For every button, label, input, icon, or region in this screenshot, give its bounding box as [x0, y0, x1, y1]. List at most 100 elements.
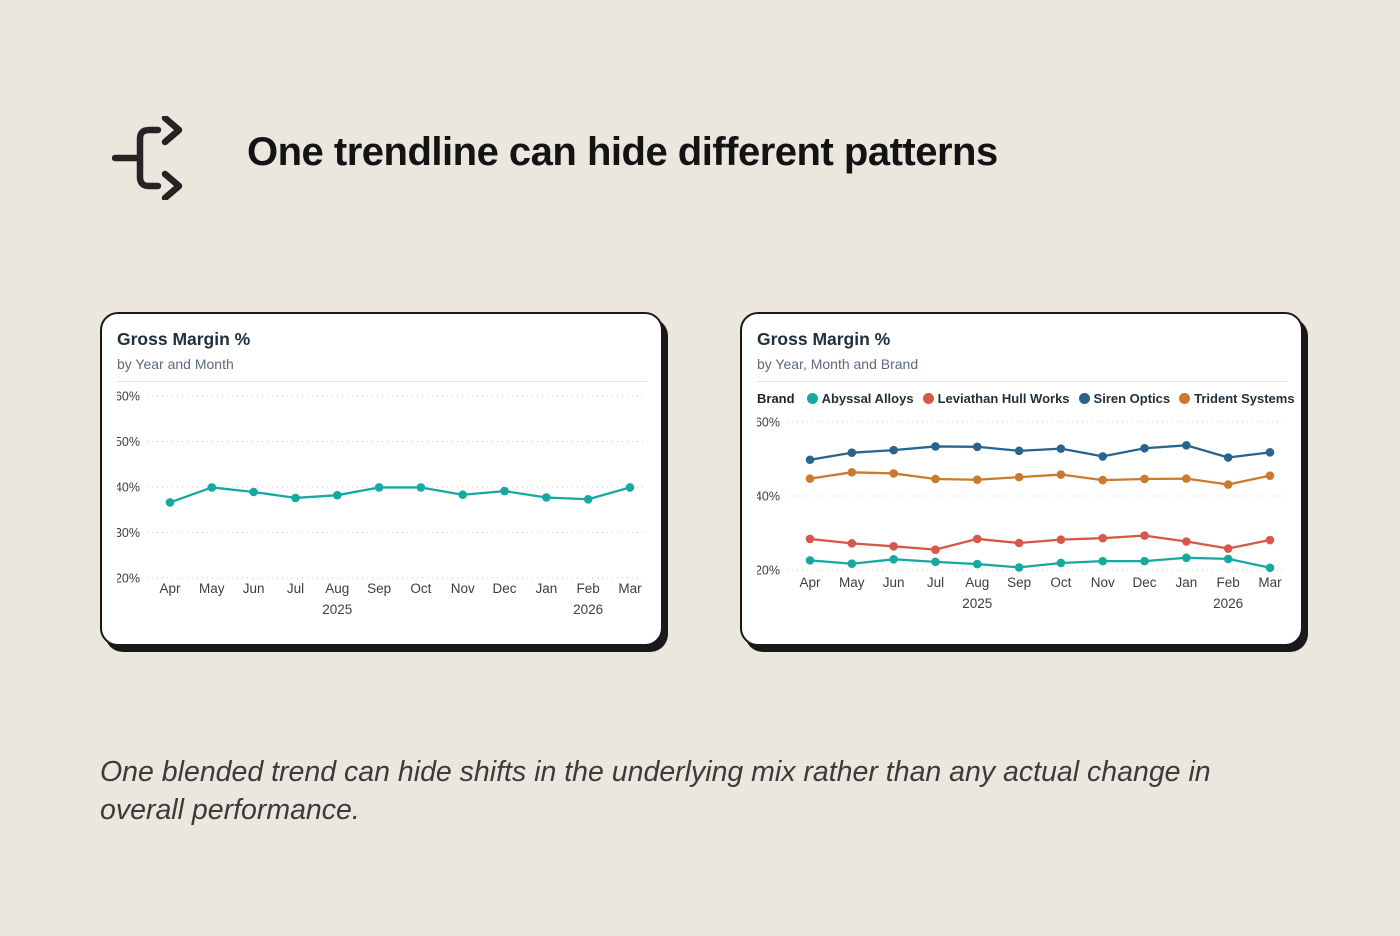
x-tick-label: Aug [325, 581, 349, 596]
y-tick-label: 60% [757, 416, 780, 430]
data-point-marker [972, 534, 982, 544]
data-point-marker [1140, 443, 1149, 453]
x-tick-label: Dec [493, 581, 517, 596]
split-arrows-icon [112, 116, 183, 200]
data-point-marker [542, 493, 551, 502]
data-point-marker [1056, 535, 1066, 544]
data-point-marker [374, 483, 384, 492]
header: One trendline can hide different pattern… [0, 0, 1400, 230]
data-point-marker [1182, 441, 1191, 450]
legend-swatch [1179, 392, 1191, 404]
data-point-marker [1223, 453, 1233, 462]
x-tick-label: Oct [410, 581, 431, 596]
data-point-marker [1056, 558, 1066, 568]
legend-swatch [806, 392, 818, 404]
chart-card-blended: Gross Margin % by Year and Month 60% 50% 4… [100, 312, 663, 646]
series-line [168, 486, 632, 504]
series-line [808, 444, 1272, 461]
x-tick-label: Jun [883, 575, 905, 590]
data-point-marker [1140, 556, 1149, 566]
x-tick-label: Feb [577, 581, 600, 596]
data-point-marker [889, 542, 898, 551]
legend-label: Leviathan Hull Works [937, 390, 1070, 406]
legend-label: Abyssal Alloys [821, 390, 914, 406]
data-point-marker [1223, 480, 1233, 489]
x-tick-label: Nov [1091, 575, 1115, 590]
y-tick-label: 40% [757, 490, 780, 504]
y-tick-label: 20% [117, 572, 140, 586]
card-title: Gross Margin % [117, 329, 251, 349]
data-point-marker [583, 494, 593, 504]
legend-title: Brand [757, 390, 795, 406]
data-point-marker [847, 539, 857, 548]
card-title: Gross Margin % [757, 329, 891, 349]
x-tick-label: Jan [1175, 575, 1197, 590]
data-point-marker [1182, 553, 1191, 563]
data-point-marker [972, 559, 982, 569]
x-tick-label: Dec [1133, 575, 1157, 590]
data-point-marker [1098, 475, 1108, 485]
x-tick-label: Sep [367, 581, 391, 596]
data-point-marker [1265, 563, 1275, 573]
data-point-marker [972, 442, 982, 452]
data-point-marker [1265, 448, 1275, 457]
legend-item: Trident Systems [1179, 390, 1295, 406]
data-point-marker [805, 455, 815, 465]
x-tick-label: Jun [243, 581, 265, 596]
year-label: 2026 [1213, 596, 1243, 611]
y-tick-label: 40% [117, 481, 140, 495]
legend-label: Siren Optics [1093, 390, 1171, 406]
x-tick-label: Oct [1050, 575, 1071, 590]
data-point-marker [1014, 446, 1024, 456]
data-point-marker [416, 483, 426, 492]
data-point-marker [805, 474, 815, 483]
data-point-marker [1056, 470, 1066, 479]
series-line [808, 471, 1272, 486]
x-tick-label: Apr [799, 575, 821, 590]
data-point-marker [805, 534, 815, 544]
data-point-marker [249, 487, 258, 497]
legend-swatch [1078, 392, 1090, 404]
x-tick-label: May [839, 575, 865, 590]
legend-label: Trident Systems [1194, 390, 1295, 406]
data-point-marker [1098, 533, 1108, 543]
data-point-marker [1014, 472, 1024, 482]
page-title: One trendline can hide different pattern… [247, 130, 998, 174]
legend-item: Abyssal Alloys [806, 390, 914, 406]
data-point-marker [625, 483, 635, 492]
data-point-marker [889, 445, 898, 455]
data-point-marker [1056, 444, 1066, 453]
line-chart: 60% 50% 40% 30% 20% Apr May Jun Jul Aug Sep Oct Nov D… [117, 390, 644, 617]
x-tick-label: Mar [1258, 575, 1282, 590]
data-point-marker [1265, 535, 1275, 545]
x-tick-label: Sep [1007, 575, 1031, 590]
divider [117, 381, 647, 382]
data-point-marker [1223, 554, 1233, 564]
series-line [808, 534, 1272, 551]
year-label: 2025 [962, 596, 992, 611]
data-point-marker [889, 554, 898, 564]
data-point-marker [165, 498, 175, 507]
data-point-marker [847, 468, 857, 477]
x-tick-label: Apr [159, 581, 181, 596]
card-subtitle: by Year and Month [117, 356, 234, 372]
data-point-marker [931, 474, 940, 484]
chart-area-by-brand: 60% 40% 20% Apr May Jun Jul Aug Sep Oct Nov Dec Jan F… [757, 410, 1287, 622]
data-point-marker [889, 469, 898, 478]
data-point-marker [500, 486, 509, 496]
data-point-marker [1182, 474, 1191, 483]
data-point-marker [931, 557, 940, 567]
x-tick-label: Jan [535, 581, 557, 596]
chart-card-by-brand: Gross Margin % by Year, Month and Brand … [740, 312, 1303, 646]
data-point-marker [1098, 452, 1108, 461]
x-tick-label: Nov [451, 581, 475, 596]
year-label: 2026 [573, 602, 603, 617]
y-tick-label: 50% [117, 435, 140, 449]
data-point-marker [1182, 537, 1191, 546]
card-subtitle: by Year, Month and Brand [757, 356, 919, 372]
x-tick-label: Aug [965, 575, 989, 590]
legend-swatch [922, 392, 934, 404]
data-point-marker [805, 556, 815, 565]
x-tick-label: Jul [287, 581, 304, 596]
